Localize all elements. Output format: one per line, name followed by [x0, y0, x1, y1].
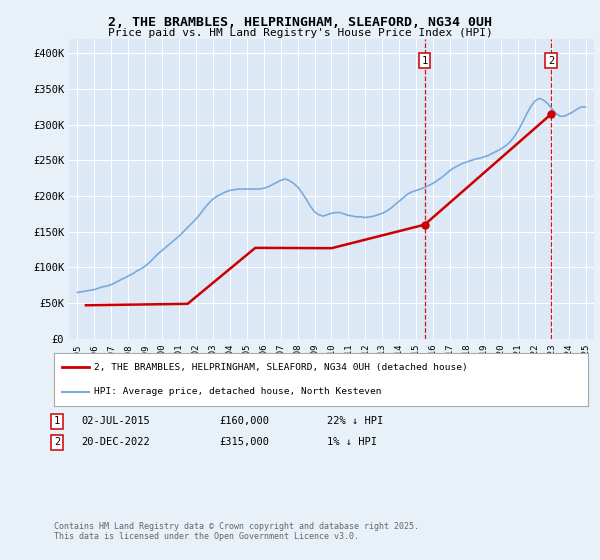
Text: 22% ↓ HPI: 22% ↓ HPI: [327, 416, 383, 426]
Text: HPI: Average price, detached house, North Kesteven: HPI: Average price, detached house, Nort…: [94, 387, 382, 396]
Text: 1: 1: [54, 416, 60, 426]
Text: £160,000: £160,000: [219, 416, 269, 426]
Text: 2, THE BRAMBLES, HELPRINGHAM, SLEAFORD, NG34 0UH: 2, THE BRAMBLES, HELPRINGHAM, SLEAFORD, …: [108, 16, 492, 29]
Text: 2: 2: [548, 55, 554, 66]
Text: 02-JUL-2015: 02-JUL-2015: [81, 416, 150, 426]
Text: 1: 1: [422, 55, 428, 66]
Text: Contains HM Land Registry data © Crown copyright and database right 2025.
This d: Contains HM Land Registry data © Crown c…: [54, 522, 419, 542]
Text: 2: 2: [54, 437, 60, 447]
Text: 2, THE BRAMBLES, HELPRINGHAM, SLEAFORD, NG34 0UH (detached house): 2, THE BRAMBLES, HELPRINGHAM, SLEAFORD, …: [94, 363, 468, 372]
Text: 20-DEC-2022: 20-DEC-2022: [81, 437, 150, 447]
Text: Price paid vs. HM Land Registry's House Price Index (HPI): Price paid vs. HM Land Registry's House …: [107, 28, 493, 38]
Text: 1% ↓ HPI: 1% ↓ HPI: [327, 437, 377, 447]
Text: £315,000: £315,000: [219, 437, 269, 447]
